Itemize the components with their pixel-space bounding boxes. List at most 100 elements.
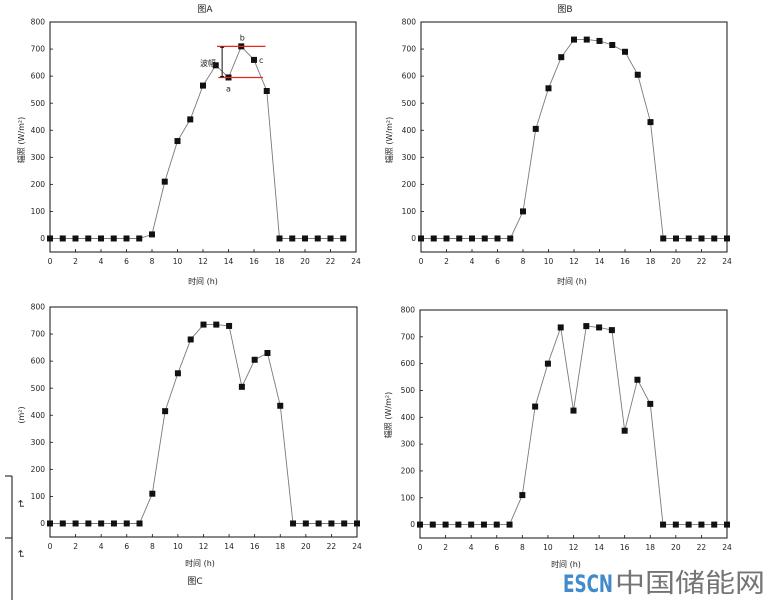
x-tick-label: 12 (198, 257, 208, 266)
x-tick-label: 20 (671, 543, 681, 552)
x-tick-label: 12 (569, 257, 579, 266)
y-tick-label: 800 (401, 306, 416, 315)
data-point (72, 235, 79, 242)
y-tick-label: 300 (402, 153, 417, 162)
x-tick-label: 14 (224, 257, 234, 266)
data-point (570, 407, 577, 414)
x-tick-label: 16 (250, 542, 260, 551)
data-point (544, 360, 551, 367)
data-point (571, 36, 577, 43)
x-tick-label: 10 (544, 257, 554, 266)
data-point (276, 235, 283, 242)
data-point (302, 235, 308, 242)
y-tick-label: 500 (401, 386, 416, 395)
data-point (609, 42, 616, 48)
data-point (149, 231, 155, 238)
plot-frame (420, 21, 728, 253)
data-point (622, 48, 628, 55)
data-point (455, 521, 462, 528)
x-tick-label: 6 (495, 257, 500, 266)
x-tick-label: 22 (697, 543, 707, 552)
x-tick-label: 14 (594, 543, 604, 552)
data-point (469, 235, 475, 242)
data-point (583, 36, 590, 43)
data-point (238, 383, 245, 390)
point-label-c: c (259, 56, 263, 65)
y-tick-label: 100 (31, 207, 46, 216)
data-point (327, 235, 334, 242)
data-point (85, 520, 92, 527)
x-tick-label: 24 (722, 543, 732, 552)
x-tick-label: 24 (722, 257, 732, 266)
x-tick-label: 18 (646, 257, 656, 266)
x-tick-label: 20 (300, 257, 310, 266)
margin-marks: ↵ ↵ (5, 475, 27, 600)
x-tick-label: 16 (620, 543, 630, 552)
data-point (98, 520, 105, 527)
data-point (429, 521, 436, 528)
y-tick-label: 600 (401, 359, 416, 368)
data-point (430, 235, 437, 242)
y-tick-label: 300 (401, 440, 416, 449)
data-point (711, 235, 718, 242)
x-tick-label: 22 (327, 542, 337, 551)
y-tick-label: 700 (31, 330, 46, 339)
watermark-brand: ESCN (563, 570, 613, 598)
plot-frame (49, 306, 358, 538)
x-axis-label: 时间 (h) (185, 558, 215, 568)
data-point (442, 521, 449, 528)
data-point (418, 235, 424, 242)
data-point (698, 235, 705, 242)
data-point (162, 408, 169, 415)
x-tick-label: 4 (469, 543, 474, 552)
x-tick-label: 14 (595, 257, 605, 266)
watermark: ESCN 中国储能网 (563, 569, 765, 599)
y-tick-label: 200 (402, 180, 417, 189)
data-point (161, 178, 168, 185)
y-tick-label: 200 (31, 465, 46, 474)
data-point (558, 54, 565, 61)
data-point (520, 208, 526, 215)
data-point (660, 235, 667, 242)
data-point (47, 235, 53, 242)
x-tick-label: 18 (275, 257, 285, 266)
x-tick-label: 18 (275, 542, 285, 551)
data-point (174, 370, 181, 377)
data-point (341, 520, 348, 527)
series-line (50, 45, 344, 239)
y-tick-label: 300 (31, 438, 46, 447)
x-tick-label: 2 (444, 257, 449, 266)
data-point (685, 521, 692, 528)
plot-frame (49, 21, 357, 253)
data-point (85, 235, 92, 242)
data-point (417, 521, 423, 528)
x-tick-label: 20 (301, 542, 311, 551)
y-tick-label: 700 (401, 332, 416, 341)
x-tick-label: 14 (224, 542, 234, 551)
data-point (174, 138, 181, 145)
y-tick-label: 300 (31, 153, 46, 162)
data-point (596, 324, 603, 331)
series-line (50, 324, 357, 524)
y-tick-label: 200 (31, 180, 46, 189)
y-tick-label: 0 (40, 519, 45, 528)
data-point (608, 327, 615, 334)
y-tick-label: 800 (31, 18, 46, 27)
data-point (251, 56, 257, 63)
x-tick-label: 12 (199, 542, 209, 551)
chart-title: 图B (557, 4, 572, 15)
x-tick-label: 24 (351, 257, 361, 266)
data-point (711, 521, 718, 528)
data-point (724, 235, 730, 242)
x-tick-label: 8 (150, 542, 155, 551)
data-point (315, 520, 322, 527)
data-point (136, 520, 143, 527)
data-point (263, 88, 270, 94)
data-point (302, 520, 309, 527)
